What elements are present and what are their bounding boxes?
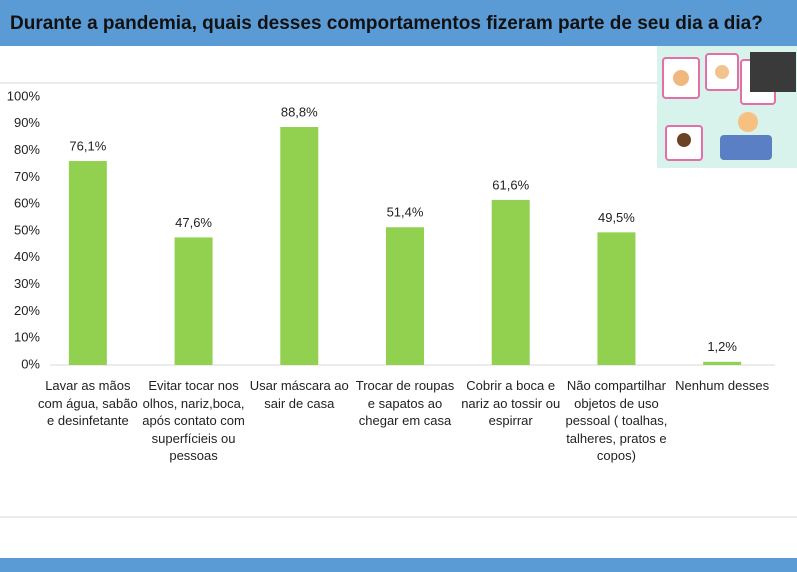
bar [597,232,636,365]
y-tick-label: 30% [14,276,40,291]
x-tick-label: Evitar tocar nos olhos, nariz,boca, após… [142,378,245,463]
data-label: 51,4% [387,205,424,220]
x-tick-label: Lavar as mãos com água, sabão e desinfet… [37,378,138,428]
footer-bar [0,558,797,572]
x-tick-label: Não compartilhar objetos de uso pessoal … [565,378,668,463]
title-bar [0,0,797,46]
data-label: 47,6% [175,215,212,230]
bar [280,127,319,366]
data-label: 88,8% [281,104,318,119]
data-label: 1,2% [707,339,737,354]
x-tick-label: Trocar de roupas e sapatos ao chegar em … [355,378,455,428]
bar [703,361,742,365]
bar [68,161,107,365]
x-tick-label: Usar máscara ao sair de casa [249,378,349,411]
y-tick-label: 10% [14,330,40,345]
y-tick-label: 80% [14,142,40,157]
y-tick-label: 100% [7,88,41,103]
x-tick-label: Nenhum desses [675,378,770,393]
chart-title: Durante a pandemia, quais desses comport… [10,13,763,34]
data-label: 76,1% [69,138,106,153]
y-tick-label: 0% [21,356,40,371]
bar [491,199,530,365]
data-label: 61,6% [492,177,529,192]
x-tick-label: Cobrir a boca e nariz ao tossir ou espir… [461,378,561,428]
y-tick-label: 50% [14,222,40,237]
illustration [657,46,797,168]
bar [174,237,213,365]
bar [386,227,424,365]
y-tick-label: 70% [14,169,40,184]
y-tick-label: 90% [14,115,40,130]
y-tick-label: 60% [14,196,40,211]
y-tick-label: 40% [14,249,40,264]
data-label: 49,5% [598,210,635,225]
y-tick-label: 20% [14,303,40,318]
